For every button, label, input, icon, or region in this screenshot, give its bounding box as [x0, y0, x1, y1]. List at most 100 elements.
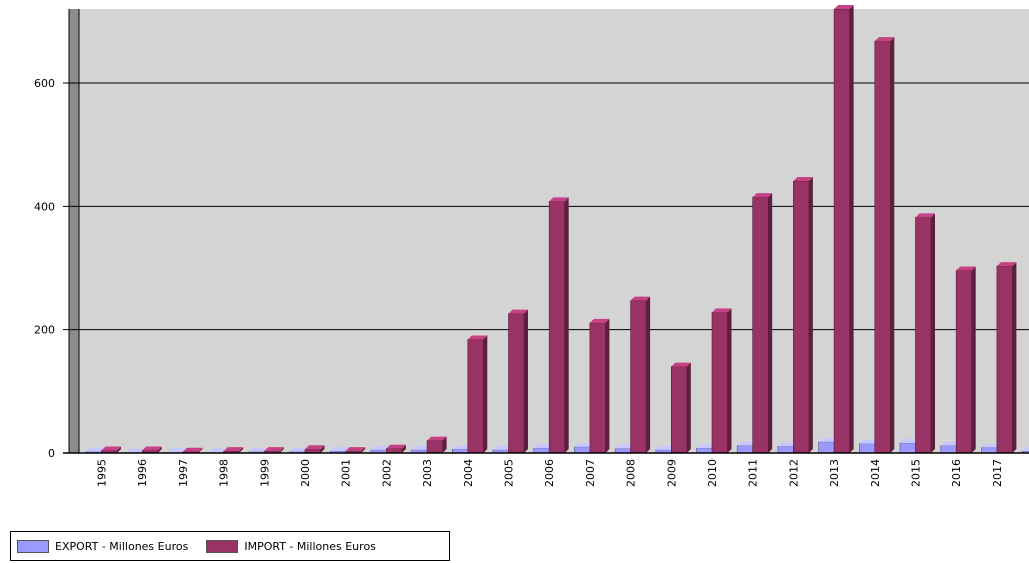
bar-side-import-2013 — [849, 5, 854, 453]
bar-chart: 0 200 400 600 1995 1996 1997 1998 1999 2000 2001 20… — [34, 5, 1029, 487]
bar-top-export-2008 — [615, 444, 635, 449]
bar-top-export-2006 — [533, 444, 554, 449]
x-tick-label: 2012 — [787, 459, 800, 487]
bar-top-export-2003 — [411, 445, 432, 450]
bar-export-2014 — [858, 443, 876, 454]
bar-import-2014 — [874, 40, 891, 454]
x-tick-label: 2002 — [380, 459, 393, 487]
bar-export-2013 — [818, 441, 835, 454]
bar-top-import-2013 — [834, 5, 854, 9]
x-tick-label: 2013 — [828, 459, 841, 487]
bar-import-2010 — [711, 312, 728, 454]
x-tick-label: 2009 — [665, 459, 678, 487]
bar-top-import-2006 — [549, 197, 569, 202]
bar-side-import-2004 — [483, 335, 488, 453]
bar-import-2009 — [670, 366, 688, 454]
left-wall — [69, 9, 79, 453]
bar-side-import-2001 — [361, 447, 366, 453]
x-tick-label: 2005 — [503, 459, 516, 487]
bar-top-export-1998 — [208, 448, 228, 453]
bar-top-export-1996 — [126, 448, 147, 453]
bar-side-import-1997 — [198, 447, 203, 453]
bar-import-2017 — [996, 265, 1013, 454]
bar-top-export-2010 — [696, 444, 716, 449]
bar-top-import-2015 — [915, 213, 935, 218]
bar-side-import-2005 — [524, 309, 528, 453]
bar-side-import-2002 — [401, 444, 406, 453]
bar-side-import-1996 — [157, 446, 162, 453]
bar-top-import-2016 — [956, 266, 976, 271]
bar-top-import-1999 — [264, 447, 284, 452]
bar-top-export-2011 — [737, 441, 757, 446]
bar-top-import-2014 — [874, 37, 895, 42]
x-tick-label: 1996 — [136, 459, 149, 487]
bar-import-2012 — [793, 180, 810, 454]
legend-swatch-export — [17, 539, 49, 553]
bar-top-import-2004 — [467, 335, 488, 340]
bar-top-import-2012 — [793, 177, 813, 182]
bar-import-2011 — [752, 196, 769, 454]
bar-top-export-2013 — [818, 437, 839, 442]
bar-side-import-2015 — [931, 213, 935, 453]
bar-top-export-2016 — [940, 441, 961, 446]
bar-top-import-1995 — [101, 446, 121, 451]
bar-top-export-2012 — [777, 442, 798, 447]
bar-export-2017 — [981, 447, 998, 454]
bar-side-import-2017 — [1012, 262, 1017, 453]
x-tick-label: 2004 — [462, 459, 475, 487]
bar-top-import-2017 — [996, 262, 1017, 267]
bar-export-2011 — [736, 445, 754, 454]
x-tick-label: 2011 — [747, 459, 760, 487]
bar-side-import-2011 — [768, 193, 773, 454]
bar-top-export-1997 — [167, 448, 187, 453]
y-tick-label: 0 — [48, 447, 55, 460]
bar-side-import-1995 — [117, 446, 121, 453]
legend-label-export: EXPORT - Millones Euros — [55, 539, 189, 553]
bar-top-export-2009 — [655, 445, 676, 450]
y-tick-label: 400 — [34, 200, 55, 213]
x-tick-label: 2003 — [421, 459, 434, 487]
bar-top-export-2000 — [289, 447, 309, 452]
bar-top-import-2008 — [630, 296, 651, 301]
legend-item-import: IMPORT - Millones Euros — [206, 539, 376, 553]
bar-top-import-1998 — [223, 447, 244, 452]
bar-top-import-2011 — [752, 193, 773, 198]
bar-top-import-1997 — [182, 447, 203, 452]
bar-top-import-2005 — [508, 309, 528, 314]
bar-top-export-2018 — [1022, 447, 1029, 452]
bar-import-2005 — [508, 313, 525, 454]
bar-export-2016 — [940, 445, 957, 454]
x-tick-label: 2015 — [910, 459, 923, 487]
bar-export-2018 — [1021, 450, 1029, 454]
bar-top-export-2002 — [370, 445, 391, 450]
legend-label-import: IMPORT - Millones Euros — [244, 539, 376, 553]
bar-side-import-2007 — [605, 318, 610, 453]
x-tick-label: 2000 — [299, 459, 312, 487]
legend-swatch-import — [206, 539, 239, 553]
bar-side-import-1998 — [239, 447, 244, 453]
bar-top-import-2003 — [427, 436, 447, 441]
bar-import-2015 — [915, 217, 932, 454]
bar-top-import-2001 — [345, 447, 366, 452]
bar-import-2007 — [589, 322, 606, 454]
bar-top-export-2001 — [330, 447, 350, 452]
bar-import-2008 — [630, 300, 647, 454]
bar-side-import-2014 — [890, 37, 895, 454]
y-tick-label: 600 — [34, 77, 55, 90]
x-tick-label: 1999 — [258, 459, 271, 487]
bar-side-import-2006 — [564, 197, 569, 453]
x-tick-label: 1997 — [177, 459, 190, 487]
bar-side-import-2016 — [971, 266, 976, 453]
bar-side-import-2003 — [442, 436, 447, 453]
bar-top-export-2004 — [452, 445, 472, 450]
bar-top-export-2007 — [574, 442, 594, 447]
x-tick-label: 2006 — [543, 459, 556, 487]
x-tick-label: 2017 — [991, 459, 1004, 487]
bar-import-2004 — [467, 339, 484, 454]
bar-import-2006 — [548, 201, 566, 454]
x-tick-label: 1995 — [96, 459, 109, 487]
bar-side-import-1999 — [279, 447, 284, 453]
bar-side-import-2012 — [808, 177, 813, 454]
bar-side-import-2009 — [686, 362, 691, 453]
bar-top-import-2010 — [712, 308, 732, 313]
